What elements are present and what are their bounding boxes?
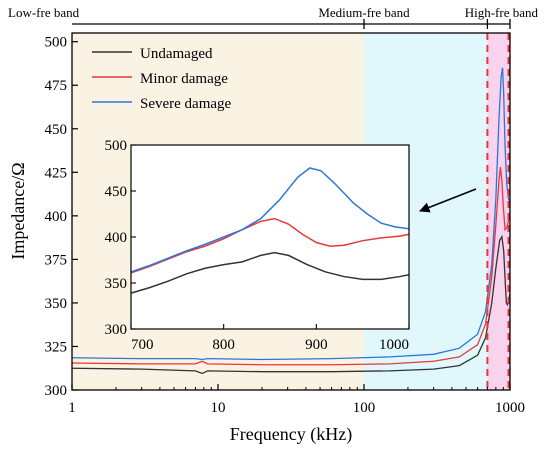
inset-series-line-severe-damage bbox=[130, 167, 410, 273]
band-high-fre-band bbox=[487, 33, 510, 390]
band-label-medium-fre-band: Medium-fre band bbox=[318, 5, 410, 20]
inset-x-tick-label: 700 bbox=[131, 337, 154, 353]
inset-x-tick-label: 800 bbox=[212, 337, 235, 353]
inset-chart: 700 800 900 1000 300 350 400 450 500 bbox=[105, 138, 410, 353]
inset-y-tick-label: 350 bbox=[105, 276, 128, 292]
x-tick-label: 1000 bbox=[495, 400, 525, 416]
y-axis-title: Impedance/Ω bbox=[8, 162, 28, 259]
y-tick-label: 450 bbox=[45, 122, 68, 138]
inset-y-tick-label: 400 bbox=[105, 230, 128, 246]
y-tick-label: 325 bbox=[45, 339, 68, 355]
y-tick-label: 400 bbox=[45, 209, 68, 225]
legend-label-undamaged: Undamaged bbox=[140, 46, 213, 62]
y-tick-label: 300 bbox=[45, 383, 68, 399]
y-tick-label: 375 bbox=[45, 252, 68, 268]
y-tick-label: 475 bbox=[45, 78, 68, 94]
main-axes: 1 10 100 1000 300 325 350 375 400 425 450 475 500 bbox=[45, 35, 526, 416]
inset-x-tick-label: 1000 bbox=[379, 337, 409, 353]
inset-series-group bbox=[130, 167, 410, 294]
inset-axes: 700 800 900 1000 300 350 400 450 500 bbox=[105, 138, 410, 353]
series-line-severe-damage bbox=[71, 67, 511, 361]
x-tick-label: 100 bbox=[353, 400, 376, 416]
main-series-group bbox=[71, 67, 511, 375]
y-tick-label: 500 bbox=[45, 35, 68, 51]
inset-y-tick-label: 300 bbox=[105, 322, 128, 338]
legend-label-severe-damage: Severe damage bbox=[140, 96, 232, 112]
inset-x-tick-label: 900 bbox=[305, 337, 328, 353]
x-axis-title: Frequency (kHz) bbox=[230, 424, 352, 445]
inset-background bbox=[131, 145, 409, 329]
inset-y-tick-label: 450 bbox=[105, 184, 128, 200]
y-tick-label: 425 bbox=[45, 165, 68, 181]
inset-y-tick-label: 500 bbox=[105, 138, 128, 154]
series-line-undamaged bbox=[71, 234, 511, 375]
series-line-minor-damage bbox=[71, 167, 511, 366]
y-tick-label: 350 bbox=[45, 296, 68, 312]
inset-series-line-undamaged bbox=[130, 251, 410, 294]
band-label-high-fre-band: High-fre band bbox=[465, 5, 539, 20]
main-plot-frame bbox=[71, 32, 511, 391]
inset-series-line-minor-damage bbox=[130, 217, 410, 274]
legend-label-minor-damage: Minor damage bbox=[140, 71, 228, 87]
legend: Undamaged Minor damage Severe damage bbox=[92, 46, 232, 112]
x-tick-label: 1 bbox=[68, 400, 76, 416]
x-tick-label: 10 bbox=[211, 400, 226, 416]
inset-pointer-arrow bbox=[419, 188, 477, 213]
band-label-low-fre-band: Low-fre band bbox=[8, 5, 80, 20]
top-band-axis: Low-fre band Medium-fre band High-fre band bbox=[8, 5, 538, 29]
